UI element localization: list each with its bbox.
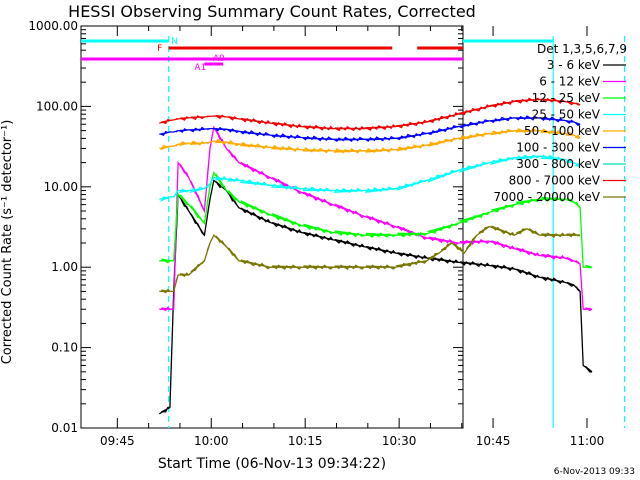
legend-label: 3 - 6 keV bbox=[547, 58, 601, 72]
series-line-5 bbox=[159, 115, 581, 142]
x-tick-label: 10:30 bbox=[382, 434, 417, 448]
x-tick-label: 10:00 bbox=[194, 434, 229, 448]
x-tick-label: 11:00 bbox=[570, 434, 605, 448]
y-tick-label: 1.00 bbox=[51, 260, 78, 274]
y-tick-label: 0.01 bbox=[51, 421, 78, 435]
legend: Det 1,3,5,6,7,9 3 - 6 keV 6 - 12 keV 12 - … bbox=[493, 42, 627, 204]
x-tick-label: 10:45 bbox=[476, 434, 511, 448]
series-line-1 bbox=[159, 125, 593, 312]
flag-bars: NF A1 A0 bbox=[81, 37, 554, 73]
y-tick-label: 0.10 bbox=[51, 341, 78, 355]
series-lines bbox=[158, 97, 593, 415]
flag-bar-label: A1 bbox=[194, 63, 206, 73]
footer-date: 6-Nov-2013 09:33 bbox=[554, 467, 635, 477]
legend-label: 25 - 50 keV bbox=[532, 108, 601, 122]
flag-bar-label: N bbox=[171, 37, 178, 47]
y-tick-label: 100.00 bbox=[36, 99, 78, 113]
legend-label: 100 - 300 keV bbox=[516, 141, 600, 155]
x-tick-label: 10:15 bbox=[288, 434, 323, 448]
x-axis: 09:45 10:00 10:15 10:30 10:45 11:00 bbox=[100, 26, 604, 448]
y-axis-label: Corrected Count Rate (s⁻¹ detector⁻¹) bbox=[0, 120, 15, 365]
series-line-8 bbox=[159, 225, 581, 294]
series-line-4 bbox=[159, 127, 581, 154]
vertical-markers bbox=[168, 36, 626, 428]
legend-label: 7000 - 20000 keV bbox=[493, 190, 600, 204]
flag-bar-label: F bbox=[157, 44, 162, 54]
y-tick-label: 1000.00 bbox=[28, 19, 78, 33]
legend-label: 300 - 800 keV bbox=[516, 157, 600, 171]
series-line-2 bbox=[159, 171, 593, 269]
legend-label: 6 - 12 keV bbox=[539, 75, 601, 89]
series-line-3 bbox=[159, 154, 581, 203]
plot-frame bbox=[80, 25, 464, 429]
legend-label: 12 - 25 keV bbox=[532, 91, 601, 105]
legend-label: 800 - 7000 keV bbox=[509, 174, 601, 188]
x-tick-label: 09:45 bbox=[100, 434, 135, 448]
series-line-7 bbox=[159, 97, 581, 132]
chart-title: HESSI Observing Summary Count Rates, Cor… bbox=[68, 2, 476, 21]
y-axis: 1000.00 100.00 10.00 1.00 0.10 0.01 bbox=[28, 19, 463, 435]
legend-label: 50 - 100 keV bbox=[524, 124, 601, 138]
x-axis-label: Start Time (06-Nov-13 09:34:22) bbox=[158, 456, 386, 472]
series-line-0 bbox=[158, 179, 593, 415]
legend-title: Det 1,3,5,6,7,9 bbox=[537, 42, 627, 56]
y-tick-label: 10.00 bbox=[44, 180, 78, 194]
flag-bar-label: A0 bbox=[213, 54, 225, 64]
